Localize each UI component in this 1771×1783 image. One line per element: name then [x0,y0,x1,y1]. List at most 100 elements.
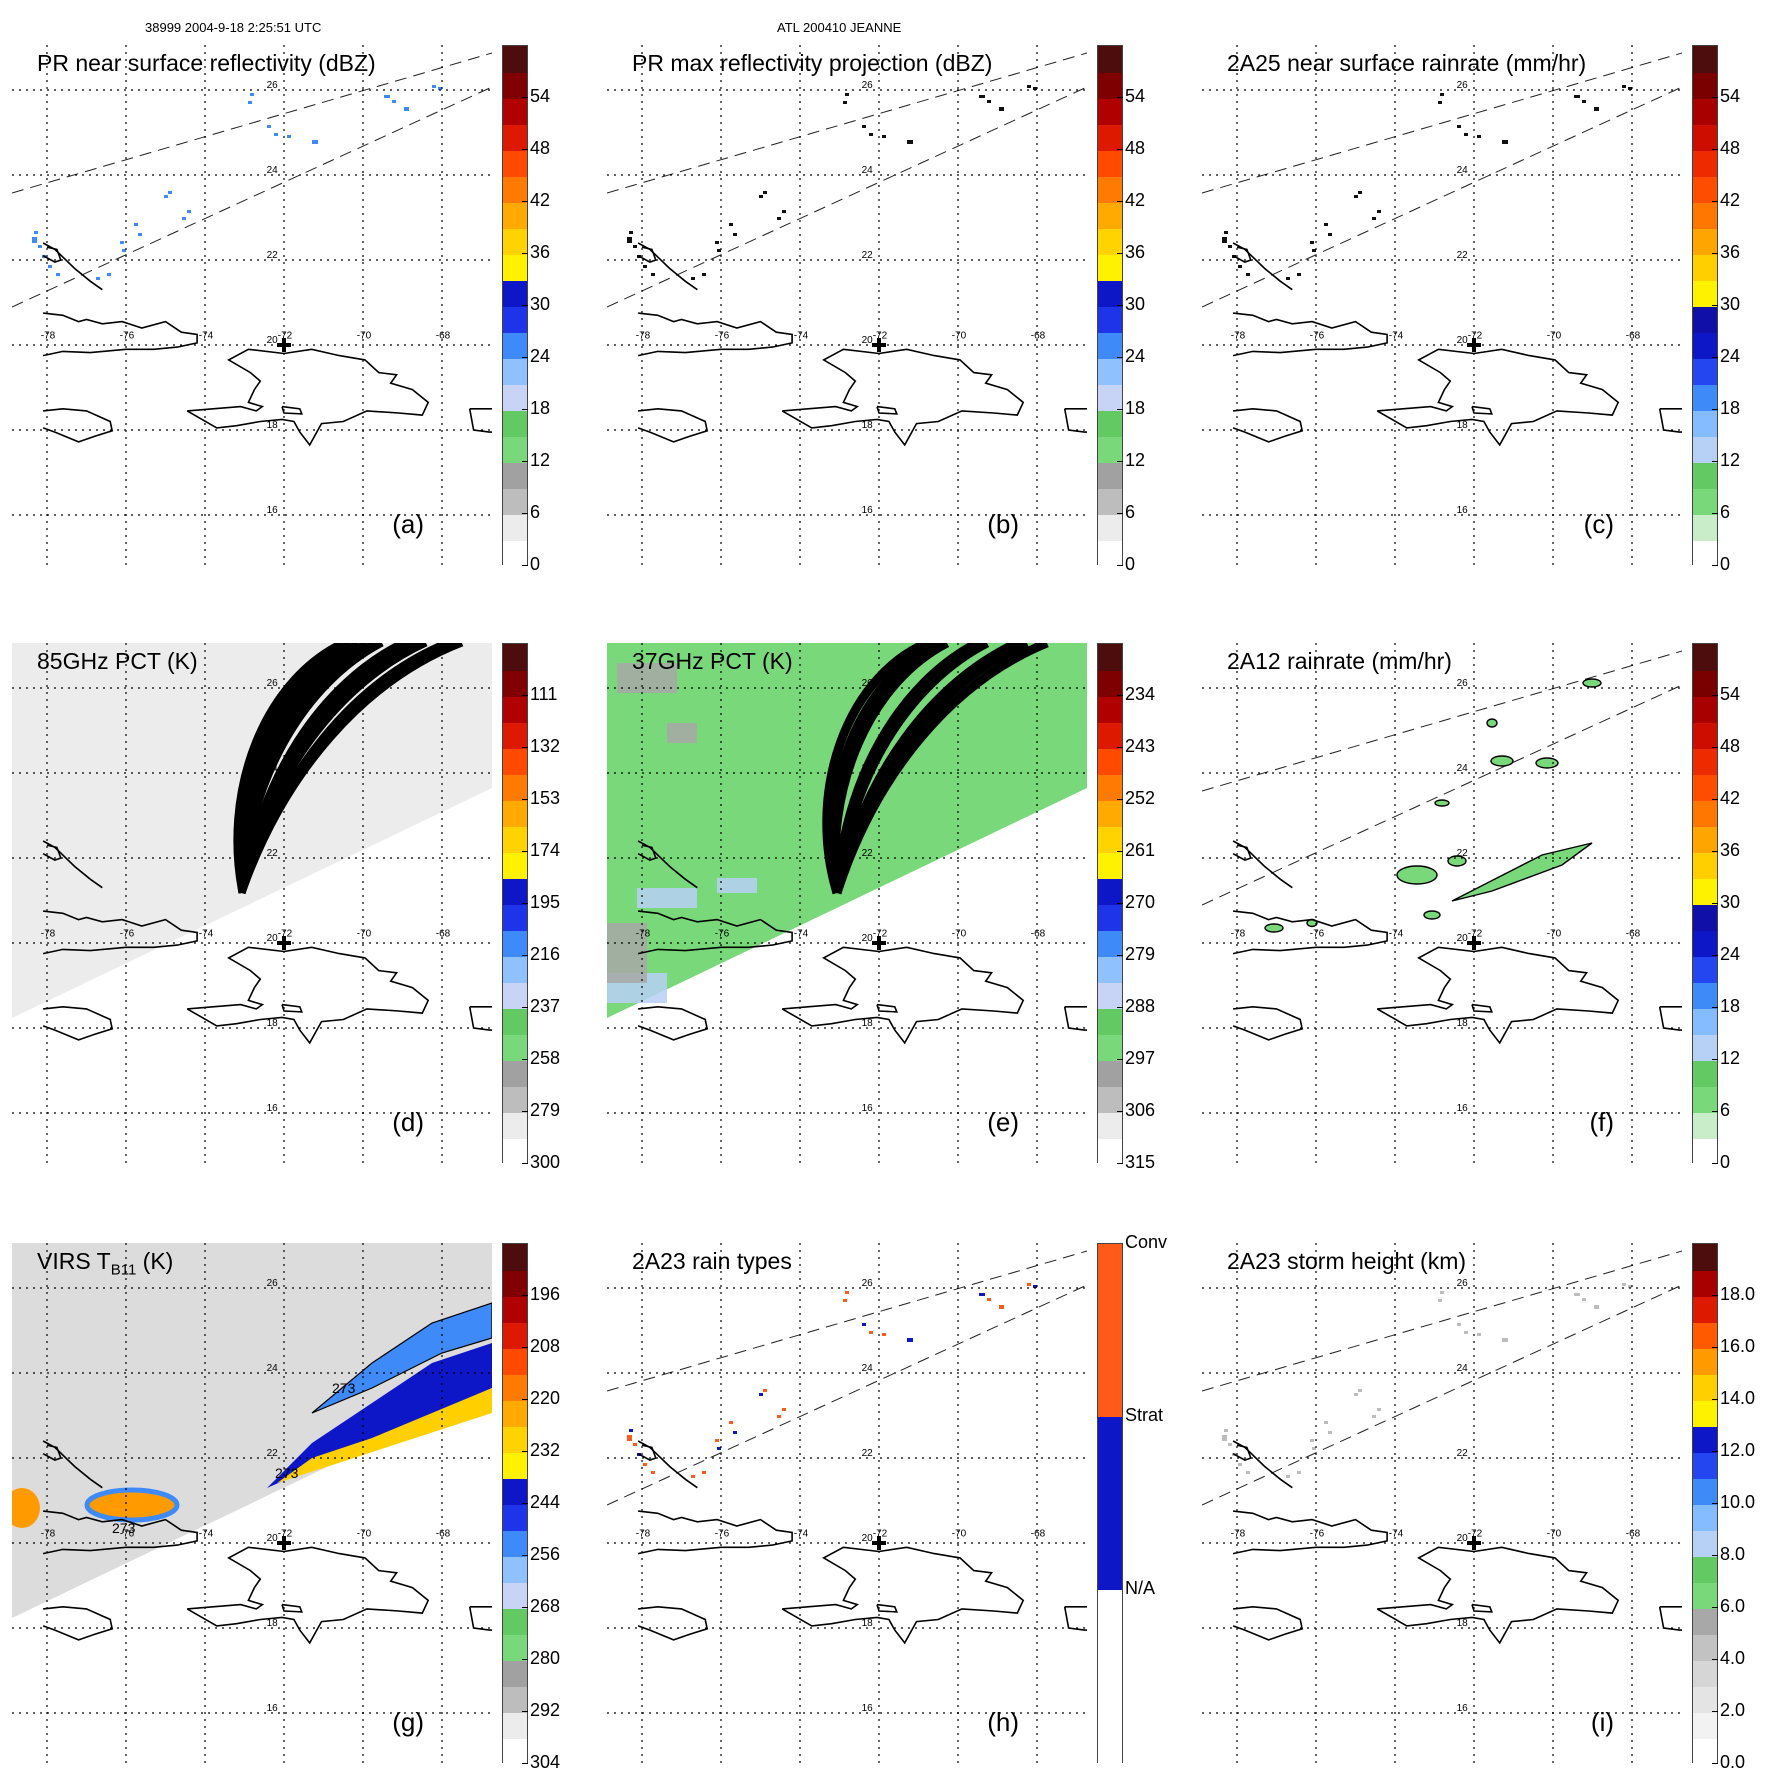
echo-pixel [845,93,849,96]
coastline [1063,408,1087,433]
lon-label: -68 [1626,1529,1641,1540]
colorbar-segment [1693,774,1717,801]
colorbar-segment [1098,1138,1122,1165]
colorbar-segment [1098,72,1122,99]
colorbar-segment [1098,228,1122,255]
pr-swath-edges [607,52,1087,308]
echo-pixel [1358,1389,1362,1392]
colorbar-segment [1693,488,1717,515]
panel-title: 2A23 storm height (km) [1227,1248,1467,1274]
panel-letter: (e) [987,1107,1019,1137]
colorbar-tick-label: 304 [530,1752,561,1772]
colorbar-segment [503,1608,527,1635]
coastline [186,946,430,1045]
colorbar-segment [1693,1478,1717,1505]
colorbar-segment [503,436,527,463]
echo-pixel [1246,1471,1250,1474]
echo-pixel [1310,241,1314,244]
colorbar-tick [1712,1451,1718,1452]
lat-label: 16 [862,505,874,516]
map-plot: -78 -76 -74 -72 -70 -68 26 24 22 20 18 16 [607,1243,1087,1763]
pct37-patch [617,663,677,693]
colorbar-tick [1712,1163,1718,1164]
rain-type-pixel [733,1431,737,1434]
lon-label: -74 [794,929,809,940]
colorbar-tick-label: 237 [530,996,561,1016]
coastline [1471,1003,1493,1013]
colorbar-segment [1693,1296,1717,1323]
colorbar-tick [1712,1007,1718,1008]
colorbar-tick-label: 258 [530,1048,561,1068]
coastline [42,1510,198,1555]
colorbar-tick-label: 54 [1720,684,1741,704]
pct-contour-rings [822,643,1049,895]
echo-pixel [1438,101,1442,104]
colorbar-segment [1098,904,1122,931]
coastline [468,408,492,433]
pct-contour [830,643,950,894]
echo-pixel [1238,1463,1242,1466]
colorbar-segment [503,1530,527,1557]
echo-pixel [1027,85,1031,88]
coastlines [42,840,492,1045]
colorbar-segment [503,176,527,203]
rain-cell [1434,799,1450,807]
storm-center-marker [277,338,291,352]
colorbar-segment [1098,462,1122,489]
colorbar-tick [1712,1503,1718,1504]
colorbar-segment [503,46,527,73]
pct-contour [238,643,464,895]
colorbar-tick-label: 234 [1125,684,1156,704]
rain-type-pixel [729,1421,733,1424]
coastline [281,1003,303,1013]
echo-pixel [1464,1331,1468,1334]
echo-pixel [1594,107,1599,111]
lon-label: -72 [873,331,888,342]
colorbar-tick [1117,149,1123,150]
echo-pixel [1502,140,1508,144]
echo-pixel [691,277,695,280]
echo-pixel [715,241,719,244]
coastline [1063,1006,1087,1031]
colorbar-segment [503,1660,527,1687]
coastline [1232,844,1252,861]
colorbar-tick [522,1111,528,1112]
echo-pixel [312,140,318,144]
pr-swath-edges [607,1250,1087,1506]
lon-label: -72 [278,331,293,342]
colorbar-tick [1117,903,1123,904]
lat-label: 22 [862,1448,874,1459]
lon-label: -78 [41,331,56,342]
colorbar-tick-label: 261 [1125,840,1156,860]
panel-letter: (g) [392,1707,424,1737]
echo-pixel [1582,1298,1586,1301]
echo-pixel [1628,1285,1632,1288]
colorbar-tick-label: 153 [530,788,561,808]
colorbar-tick [1712,1555,1718,1556]
lat-label: 18 [1457,1618,1469,1629]
colorbar-segment [1693,982,1717,1009]
rain-type-pixel [1033,1285,1037,1288]
coastline [42,246,62,263]
echo-pixel [1238,265,1242,268]
lat-label: 24 [862,1363,874,1374]
coastlines [1232,242,1682,447]
rain-type-pixel [843,1299,847,1302]
colorbar-tick [1117,1059,1123,1060]
colorbar-segment [1693,332,1717,359]
colorbar-tick-label: 220 [530,1388,561,1408]
colorbar-tick-label: 24 [1125,346,1146,366]
lat-label: 20 [862,933,874,944]
rain-type-pixel [702,1471,706,1474]
radar-echoes [32,85,442,280]
colorbar-tick [1712,1111,1718,1112]
colorbar-segment [503,358,527,385]
colorbar-tick [1712,513,1718,514]
lat-label: 24 [267,165,279,176]
echo-pixel [432,85,436,88]
panel-letter: (b) [987,509,1019,539]
echo-pixel [1440,93,1444,96]
colorbar-segment [1693,670,1717,697]
lon-label: -74 [199,929,214,940]
colorbar-segment [1693,644,1717,671]
